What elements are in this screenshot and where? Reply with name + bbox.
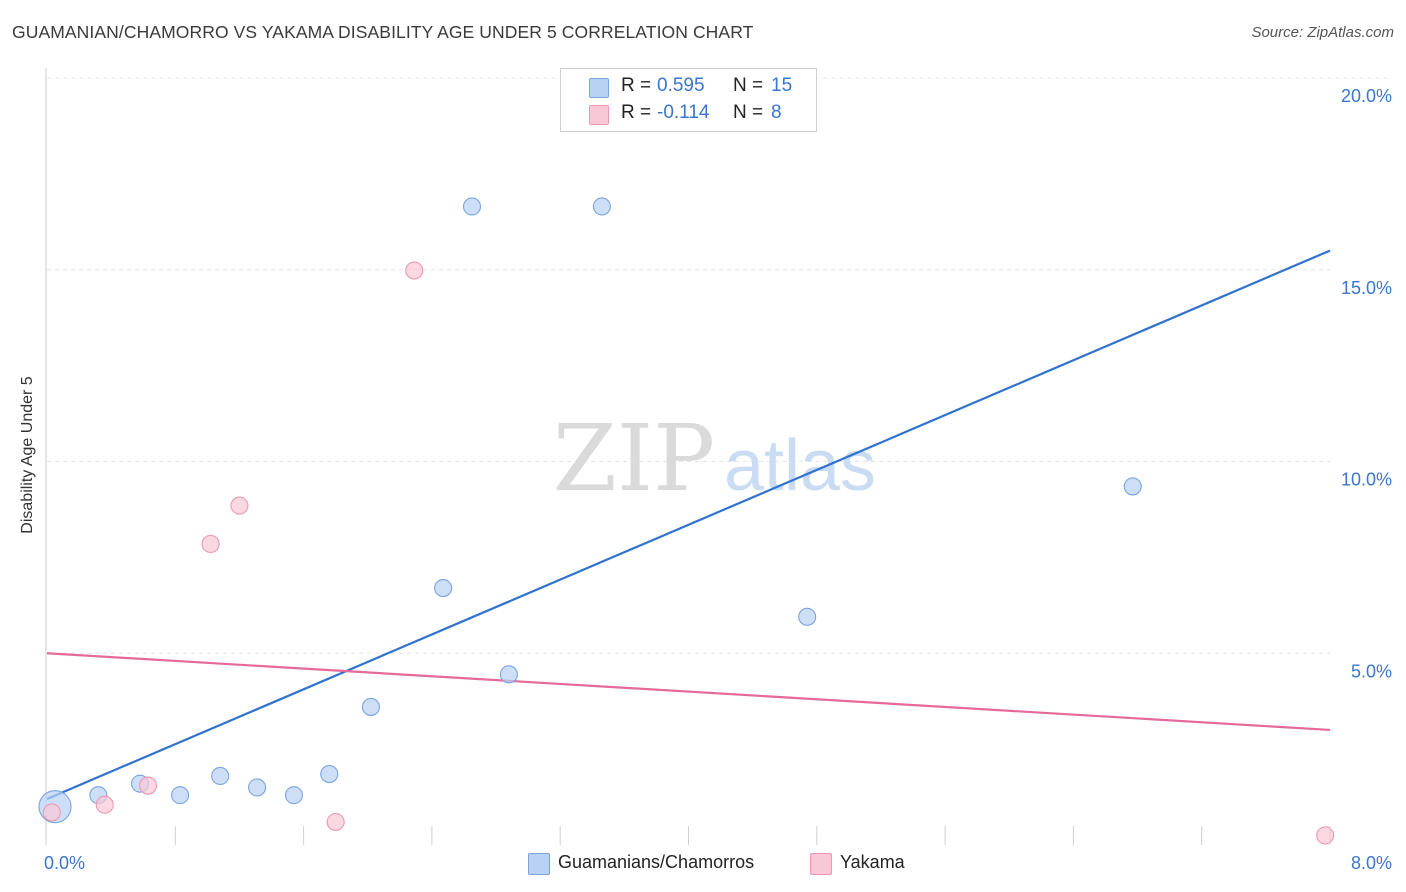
x-tick-label: 0.0% xyxy=(44,853,85,873)
legend-n-label: N = xyxy=(733,102,764,123)
data-point xyxy=(248,778,267,797)
legend-r-label: R = xyxy=(621,102,652,123)
y-tick-label: 15.0% xyxy=(1341,278,1392,298)
y-tick-label: 20.0% xyxy=(1341,86,1392,106)
y-tick-label: 10.0% xyxy=(1341,470,1392,490)
points-layer xyxy=(38,197,1335,845)
watermark-zip: ZIP xyxy=(553,405,715,512)
legend-n-value: 15 xyxy=(771,75,793,96)
data-point xyxy=(1316,826,1335,845)
data-point xyxy=(405,261,424,280)
data-point xyxy=(230,496,249,515)
data-point xyxy=(462,197,482,216)
data-point xyxy=(326,812,345,832)
data-point xyxy=(284,786,304,805)
legend-r-value: -0.114 xyxy=(657,102,710,123)
bottom-legend-label-yakama: Yakama xyxy=(840,852,905,872)
trend-line-guamanians-chamorros xyxy=(46,249,1331,800)
data-point xyxy=(211,766,230,786)
data-point xyxy=(95,795,114,814)
data-point xyxy=(42,803,61,822)
legend-row-yakama: R = -0.114 N = 8 xyxy=(561,101,816,127)
chart-title: GUAMANIAN/CHAMORRO VS YAKAMA DISABILITY … xyxy=(12,22,754,42)
legend-swatch-guamanian xyxy=(589,78,609,98)
bottom-legend-label-guamanian: Guamanians/Chamorros xyxy=(558,852,755,872)
correlation-legend: R = 0.595 N = 15 R = -0.114 N = 8 xyxy=(560,68,817,132)
legend-row-guamanian: R = 0.595 N = 15 xyxy=(561,74,816,100)
data-point xyxy=(201,534,220,554)
data-point xyxy=(1123,477,1142,496)
data-point xyxy=(499,665,518,684)
x-tick-label: 8.0% xyxy=(1351,853,1392,873)
source-label: Source: ZipAtlas.com xyxy=(1251,24,1394,41)
data-point xyxy=(361,697,381,716)
y-tick-label: 5.0% xyxy=(1351,661,1392,681)
data-point xyxy=(320,765,339,784)
legend-swatch-yakama xyxy=(589,105,609,125)
tick-layer: 5.0% 10.0% 15.0% 20.0% 0.0% 8.0% xyxy=(44,86,1392,873)
data-point xyxy=(434,579,453,598)
legend-n-label: N = xyxy=(733,75,764,96)
legend-r-label: R = xyxy=(621,75,652,96)
bottom-legend-swatch-guamanian xyxy=(528,853,550,875)
data-point xyxy=(798,607,817,626)
legend-r-value: 0.595 xyxy=(657,75,705,96)
data-point xyxy=(138,776,158,795)
watermark-atlas: atlas xyxy=(724,426,876,506)
bottom-legend-swatch-yakama xyxy=(810,853,832,875)
data-point xyxy=(171,786,190,805)
data-point xyxy=(592,197,611,216)
trend-layer xyxy=(46,249,1331,800)
legend-n-value: 8 xyxy=(771,102,782,123)
trend-line-yakama xyxy=(46,652,1331,732)
watermark: ZIP atlas xyxy=(553,405,876,512)
grid-layer xyxy=(45,68,1392,845)
